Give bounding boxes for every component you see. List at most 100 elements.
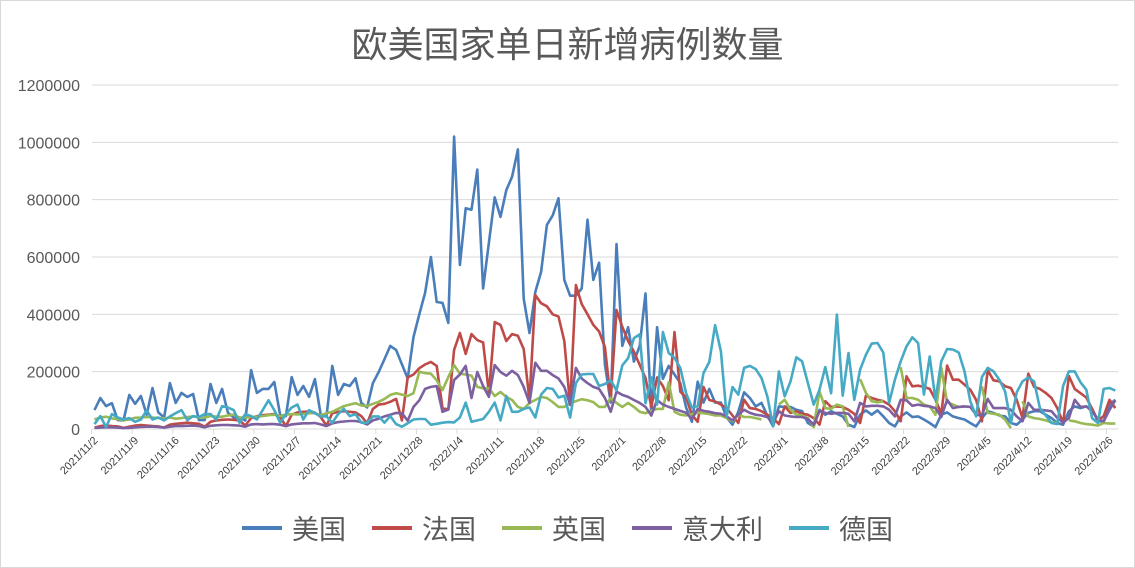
data-point [418,370,421,373]
data-point [198,425,201,428]
data-point [627,396,630,399]
data-point [644,292,647,295]
y-tick-label: 1200000 [18,78,80,95]
data-point [1056,407,1059,410]
data-point [1010,387,1013,390]
data-point [459,373,462,376]
data-point [685,406,688,409]
data-point [754,405,757,408]
data-point [1050,422,1053,425]
data-point [749,407,752,410]
data-point [406,422,409,425]
data-point [876,401,879,404]
y-tick-label: 0 [71,422,80,439]
data-point [151,387,154,390]
data-point [557,396,560,399]
data-point [198,423,201,426]
x-tick-label: 2022/4/19 [1032,435,1075,478]
data-point [870,342,873,345]
data-point [633,406,636,409]
data-point [638,402,641,405]
data-point [232,416,235,419]
data-point [853,426,856,429]
data-point [470,374,473,377]
data-point [325,425,328,428]
data-point [667,352,670,355]
data-point [894,425,897,428]
data-point [174,402,177,405]
data-point [412,373,415,376]
data-point [389,345,392,348]
data-point [998,413,1001,416]
data-point [905,411,908,414]
data-point [586,218,589,221]
data-point [609,379,612,382]
data-point [325,415,328,418]
data-point [743,409,746,412]
data-point [528,402,531,405]
data-point [841,415,844,418]
data-point [592,279,595,282]
data-point [1027,402,1030,405]
data-point [905,399,908,402]
data-point [685,411,688,414]
data-point [691,421,694,424]
data-point [627,402,630,405]
data-point [470,421,473,424]
data-point [957,378,960,381]
data-point [853,399,856,402]
data-point [737,393,740,396]
data-point [1027,376,1030,379]
data-point [430,372,433,375]
data-point [354,377,357,380]
data-point [209,383,212,386]
data-point [563,340,566,343]
data-point [1097,422,1100,425]
data-point [348,403,351,406]
y-tick-label: 200000 [27,365,80,382]
data-point [319,415,322,418]
data-point [1015,415,1018,418]
data-point [464,207,467,210]
data-point [1004,407,1007,410]
data-point [847,352,850,355]
data-point [203,416,206,419]
data-point [447,408,450,411]
data-point [377,371,380,374]
data-point [1108,399,1111,402]
data-point [888,409,891,412]
data-point [493,395,496,398]
data-point [749,416,752,419]
data-point [134,403,137,406]
data-point [116,416,119,419]
data-point [615,402,618,405]
data-point [93,409,96,412]
data-point [975,399,978,402]
data-point [180,392,183,395]
data-point [482,341,485,344]
y-tick-label: 600000 [27,250,80,267]
data-point [464,353,467,356]
data-point [917,415,920,418]
data-point [650,414,653,417]
data-point [1033,417,1036,420]
data-point [969,422,972,425]
data-point [1050,397,1053,400]
data-point [157,416,160,419]
data-point [354,402,357,405]
data-point [737,413,740,416]
data-point [343,383,346,386]
data-point [232,419,235,422]
data-point [1062,385,1065,388]
x-tick-label: 2022/3/1 [752,435,791,474]
data-point [209,413,212,416]
data-point [169,425,172,428]
data-point [511,411,514,414]
data-point [1039,407,1042,410]
data-point [673,411,676,414]
data-point [192,415,195,418]
data-point [865,354,868,357]
data-point [1015,391,1018,394]
data-point [412,418,415,421]
data-point [128,417,131,420]
